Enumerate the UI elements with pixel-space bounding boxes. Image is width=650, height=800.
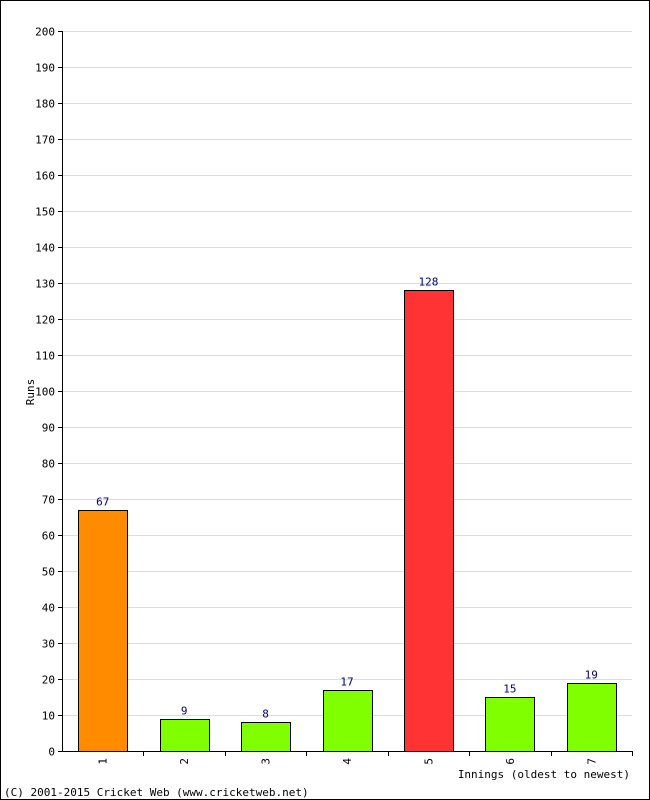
x-tick-label: 3	[260, 758, 273, 765]
x-tick-label: 5	[422, 758, 435, 765]
bar	[485, 697, 535, 752]
bars	[78, 290, 617, 752]
bar	[323, 690, 373, 752]
y-tick-label: 150	[35, 206, 55, 219]
y-tick-label: 130	[35, 278, 55, 291]
y-tick-label: 80	[42, 458, 55, 471]
data-label: 15	[503, 683, 516, 696]
bar	[241, 722, 291, 752]
labels: 0 10 20 30 40 50 60 70 80 90 100 110 120 130 140 150 160…	[35, 26, 598, 765]
y-tick-label: 90	[42, 422, 55, 435]
y-tick-label: 0	[48, 746, 55, 759]
x-tick-label: 1	[97, 758, 110, 765]
bar	[567, 683, 617, 752]
y-tick-label: 200	[35, 26, 55, 39]
bar	[78, 510, 128, 752]
x-tick-label: 6	[504, 758, 517, 765]
y-tick-label: 10	[42, 710, 55, 723]
x-axis-title: Innings (oldest to newest)	[458, 768, 630, 781]
y-tick-label: 190	[35, 62, 55, 75]
data-label: 9	[181, 705, 188, 718]
data-label: 67	[96, 496, 109, 509]
data-label: 19	[585, 669, 598, 682]
x-tick-label: 2	[178, 758, 191, 765]
copyright-text: (C) 2001-2015 Cricket Web (www.cricketwe…	[4, 786, 309, 799]
y-tick-label: 20	[42, 674, 55, 687]
y-tick-label: 160	[35, 170, 55, 183]
x-tick-label: 7	[585, 758, 598, 765]
data-label: 8	[262, 708, 269, 721]
y-tick-label: 70	[42, 494, 55, 507]
y-axis-title: Runs	[24, 379, 37, 406]
y-tick-label: 50	[42, 566, 55, 579]
y-tick-label: 40	[42, 602, 55, 615]
grid-lines	[62, 31, 632, 716]
x-tick-label: 4	[341, 758, 354, 765]
y-tick-label: 140	[35, 242, 55, 255]
data-label: 128	[418, 276, 438, 289]
bar	[160, 719, 210, 752]
bar	[404, 290, 454, 752]
data-label: 17	[340, 676, 353, 689]
y-tick-label: 30	[42, 638, 55, 651]
y-tick-label: 60	[42, 530, 55, 543]
y-tick-label: 170	[35, 134, 55, 147]
y-tick-label: 120	[35, 314, 55, 327]
y-tick-label: 180	[35, 98, 55, 111]
axes	[58, 31, 633, 756]
y-tick-label: 100	[35, 386, 55, 399]
y-tick-label: 110	[35, 350, 55, 363]
